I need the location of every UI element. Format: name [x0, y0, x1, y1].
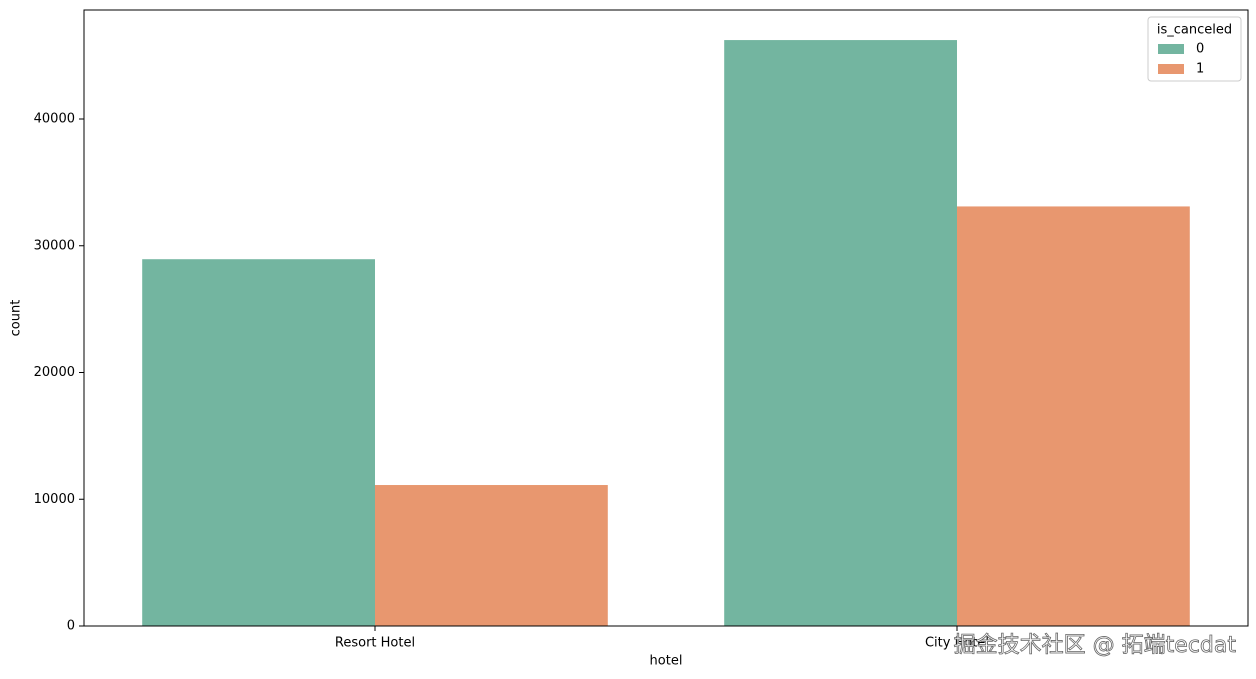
- plot-frame: [83, 9, 1249, 627]
- y-axis-label: count: [9, 300, 24, 337]
- bar: [142, 259, 375, 626]
- x-tick-label: City Hotel: [925, 636, 989, 651]
- bar: [957, 206, 1190, 627]
- bar: [375, 485, 608, 626]
- legend-swatch: [1158, 64, 1184, 74]
- y-tick-label: 30000: [34, 238, 75, 253]
- bar: [724, 40, 957, 626]
- legend-label: 0: [1196, 42, 1204, 57]
- x-axis-label: hotel: [650, 654, 683, 669]
- y-tick-label: 0: [67, 619, 75, 634]
- x-tick-label: Resort Hotel: [335, 636, 415, 651]
- y-tick-label: 10000: [34, 492, 75, 507]
- y-tick-label: 40000: [34, 112, 75, 127]
- watermark: 掘金技术社区 @ 拓端tecdat: [954, 633, 1237, 658]
- legend-title: is_canceled: [1157, 23, 1232, 38]
- y-tick-label: 20000: [34, 365, 75, 380]
- legend-label: 1: [1196, 62, 1204, 77]
- legend-swatch: [1158, 44, 1184, 54]
